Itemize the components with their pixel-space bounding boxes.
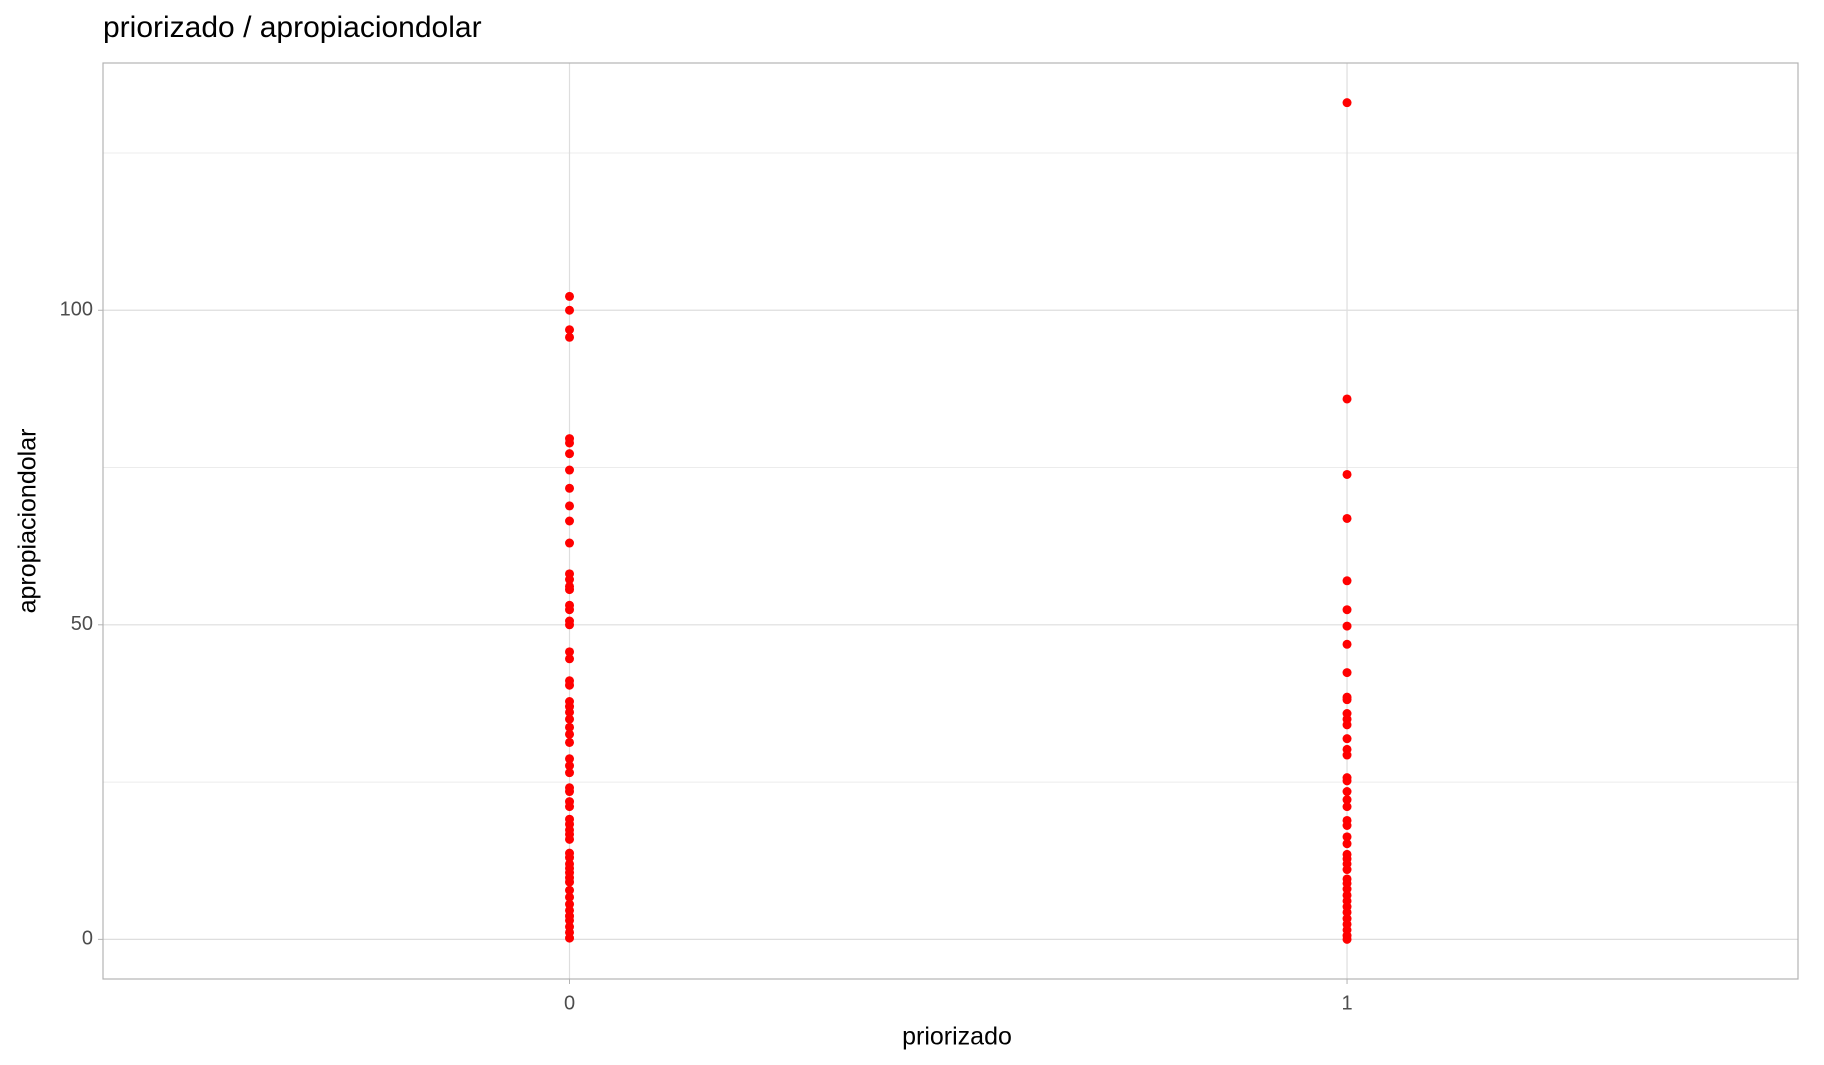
point (565, 305, 575, 315)
point (1342, 621, 1352, 631)
x-axis-title: priorizado (902, 1023, 1012, 1051)
point (565, 483, 575, 493)
point (565, 853, 575, 863)
point (565, 647, 575, 657)
point (1342, 734, 1352, 744)
point (565, 438, 575, 448)
point (1342, 802, 1352, 812)
point (565, 585, 575, 595)
point (1342, 668, 1352, 678)
point (565, 761, 575, 771)
point (565, 729, 575, 739)
point (565, 899, 575, 909)
point (1342, 720, 1352, 730)
point (1342, 820, 1352, 830)
point (1342, 795, 1352, 805)
point (565, 465, 575, 475)
point (565, 538, 575, 548)
marks (565, 98, 1352, 944)
point (565, 620, 575, 630)
point (565, 332, 575, 342)
grid (103, 63, 1798, 979)
point (565, 915, 575, 925)
point (565, 605, 575, 615)
point (565, 768, 575, 778)
point (565, 291, 575, 301)
point (1342, 884, 1352, 894)
point (565, 892, 575, 902)
point (565, 449, 575, 459)
point (1342, 907, 1352, 917)
point (565, 885, 575, 895)
point (1342, 750, 1352, 760)
y-axis-title: apropiaciondolar (14, 429, 42, 614)
point (565, 877, 575, 887)
point (1342, 576, 1352, 586)
point (565, 707, 575, 717)
point (1342, 839, 1352, 849)
point (1342, 865, 1352, 875)
y-tick-label: 0 (82, 928, 93, 950)
point (1342, 695, 1352, 705)
point (1342, 832, 1352, 842)
point (565, 933, 575, 943)
point (1342, 934, 1352, 944)
x-tick-label: 0 (564, 992, 575, 1014)
point (565, 575, 575, 585)
point (565, 654, 575, 664)
x-tick-label: 1 (1341, 992, 1352, 1014)
point (1342, 98, 1352, 108)
point (565, 714, 575, 724)
point (1342, 469, 1352, 479)
point (1342, 513, 1352, 523)
y-tick-label: 50 (71, 613, 93, 635)
point (565, 325, 575, 335)
point (565, 787, 575, 797)
chart-title: priorizado / apropiaciondolar (103, 11, 482, 44)
panel-border (102, 62, 1799, 980)
point (565, 722, 575, 732)
point (565, 834, 575, 844)
point (565, 501, 575, 511)
point (565, 802, 575, 812)
y-tick-label: 100 (60, 299, 93, 321)
point (1342, 787, 1352, 797)
point (1342, 394, 1352, 404)
point (1342, 605, 1352, 615)
point (565, 516, 575, 526)
point (565, 754, 575, 764)
point (565, 680, 575, 690)
point (1342, 639, 1352, 649)
point (565, 737, 575, 747)
point (1342, 776, 1352, 786)
